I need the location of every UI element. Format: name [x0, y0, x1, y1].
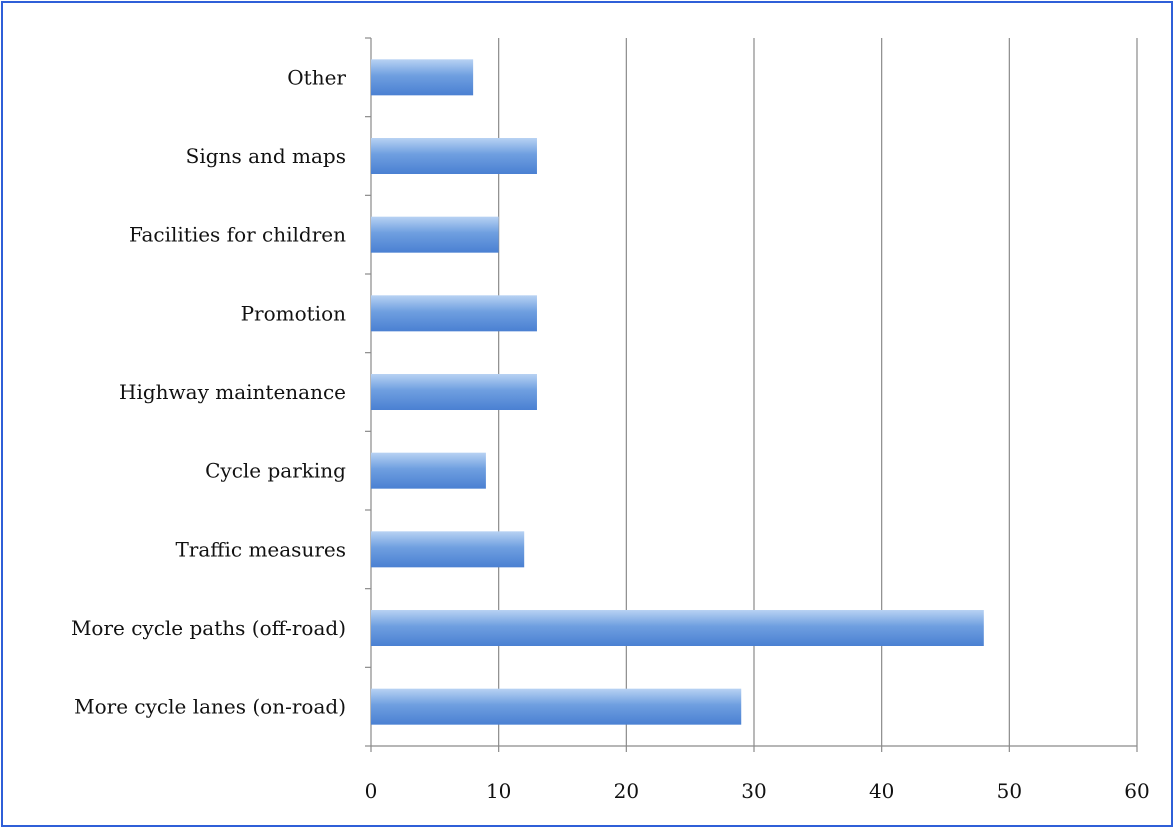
bars: [371, 59, 984, 725]
bar: [371, 688, 742, 725]
bar: [371, 531, 525, 568]
x-tick-label: 60: [1124, 779, 1149, 803]
x-tick-label: 0: [365, 779, 378, 803]
category-label: Traffic measures: [175, 537, 346, 561]
category-label: Promotion: [241, 301, 347, 325]
bar: [371, 216, 499, 253]
x-tick-label: 30: [741, 779, 766, 803]
bar: [371, 374, 537, 410]
category-labels: More cycle lanes (on-road) More cycle pat…: [71, 65, 346, 718]
category-label: Cycle parking: [205, 459, 346, 483]
x-tick-label: 20: [614, 779, 639, 803]
category-label: Signs and maps: [186, 144, 346, 168]
bar: [371, 138, 537, 174]
category-label: More cycle lanes (on-road): [74, 695, 346, 719]
x-tick-labels: 0 10 20 30 40 50 60: [365, 779, 1150, 803]
category-label: Other: [287, 65, 346, 89]
bar: [371, 610, 984, 646]
x-tick-label: 40: [869, 779, 894, 803]
category-label: Highway maintenance: [119, 380, 346, 404]
bar: [371, 59, 474, 96]
bar: [371, 452, 486, 489]
category-label: More cycle paths (off-road): [71, 616, 346, 640]
x-tick-label: 10: [486, 779, 511, 803]
category-label: Facilities for children: [129, 223, 346, 247]
bar: [371, 295, 537, 332]
x-tick-label: 50: [997, 779, 1022, 803]
